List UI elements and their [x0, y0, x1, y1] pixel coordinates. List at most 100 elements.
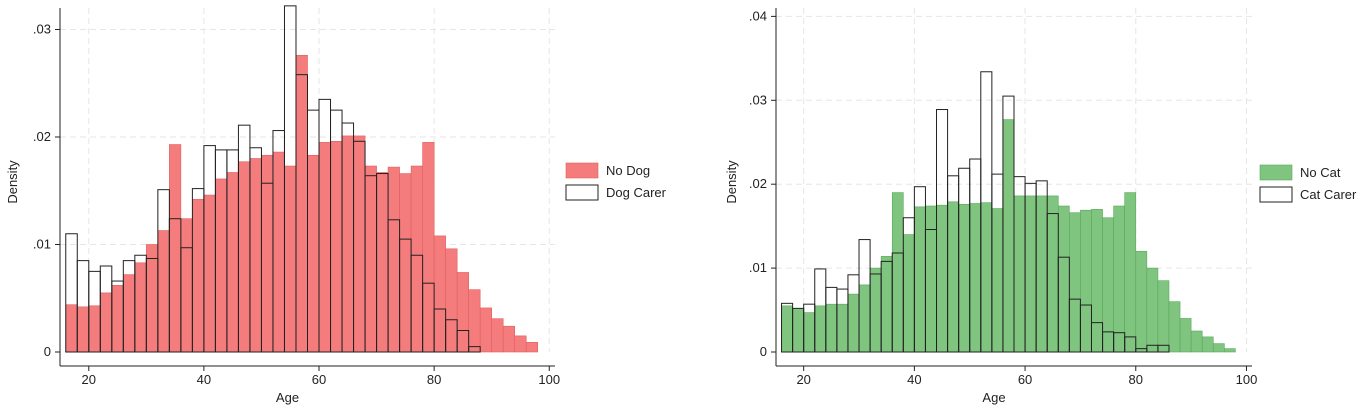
x-tick-label: 40	[197, 372, 211, 387]
histogram-bar	[1179, 318, 1192, 353]
histogram-bar	[399, 173, 412, 353]
legend-swatch	[1259, 186, 1293, 203]
histogram-bar	[825, 303, 838, 353]
histogram-bar	[1224, 348, 1236, 353]
histogram-bar	[295, 54, 308, 353]
histogram-bar	[88, 305, 101, 353]
histogram-bar	[99, 292, 113, 353]
histogram-bar	[969, 203, 982, 353]
x-tick-label: 80	[427, 372, 441, 387]
y-axis-title: Density	[724, 160, 739, 204]
histogram-bar	[376, 172, 389, 353]
y-tick-label: 0	[760, 344, 767, 359]
series-cat-carer	[781, 71, 1170, 353]
y-tick-label: .03	[33, 22, 51, 37]
histogram-bar	[525, 342, 539, 353]
histogram-bar	[1091, 209, 1103, 353]
histogram-bar	[387, 166, 400, 353]
x-tick-label: 20	[82, 372, 96, 387]
histogram-bar	[869, 267, 882, 353]
histogram-bar	[925, 205, 937, 353]
histogram-bar	[169, 144, 182, 353]
histogram-bar	[422, 142, 435, 353]
legend-label: No Cat	[1300, 165, 1341, 180]
x-tick-label: 100	[538, 372, 560, 387]
histogram-bar	[936, 204, 948, 353]
histogram-bar	[65, 304, 78, 353]
histogram-bar	[318, 142, 331, 353]
histogram-bar	[502, 325, 516, 353]
histogram-bar	[1057, 205, 1070, 353]
histogram-bar	[410, 165, 423, 353]
y-tick-label: .03	[749, 92, 767, 107]
histogram-bar	[958, 204, 971, 353]
y-axis-title: Density	[5, 160, 20, 204]
chart-panel-2: 0 .01 .02 .03 .04 20 40 60 80 100 Age Density No Cat…	[724, 8, 1357, 405]
histogram-bar	[1013, 195, 1026, 353]
histogram-bar	[1157, 344, 1170, 353]
histogram-bar	[261, 154, 274, 353]
histogram-bar	[891, 192, 904, 353]
legend-label: Dog Carer	[606, 185, 667, 200]
histogram-bar	[364, 165, 377, 353]
legend: No Cat Cat Carer	[1259, 164, 1357, 203]
histogram-bar	[1201, 336, 1214, 353]
histogram-bar	[445, 248, 458, 353]
histogram-bar	[914, 206, 926, 353]
y-tick-label: .01	[749, 260, 767, 275]
histogram-bar	[1157, 280, 1170, 353]
histogram-bar	[1069, 212, 1081, 353]
histogram-bar	[341, 135, 354, 353]
x-tick-label: 80	[1129, 372, 1143, 387]
histogram-bar	[1212, 343, 1225, 353]
histogram-bar	[1080, 209, 1092, 353]
legend-swatch	[565, 184, 599, 201]
chart-panel-1: 0 .01 .02 .03 20 40 60 80 100 Age Density No Dog Dog…	[5, 5, 667, 405]
legend-label: Cat Carer	[1300, 187, 1357, 202]
histogram-bar	[468, 346, 481, 353]
histogram-bar	[880, 256, 893, 353]
histogram-bar	[1146, 267, 1159, 353]
histogram-bar	[858, 284, 871, 353]
legend-label: No Dog	[606, 163, 650, 178]
y-tick-label: .02	[749, 176, 767, 191]
histogram-bar	[157, 230, 170, 353]
series-dog-carer	[65, 5, 481, 353]
x-tick-label: 40	[907, 372, 921, 387]
series-no-dog	[65, 54, 539, 353]
histogram-bar	[134, 262, 147, 353]
histogram-bar	[203, 194, 216, 353]
histogram-bar	[1124, 192, 1137, 353]
histogram-bar	[980, 202, 993, 353]
histogram-bar	[1135, 251, 1148, 353]
histogram-bar	[123, 274, 136, 353]
histogram-bar	[272, 151, 285, 353]
histogram-bar	[1002, 119, 1015, 353]
histogram-bar	[1124, 336, 1137, 353]
x-axis-title: Age	[982, 390, 1005, 405]
histogram-bar	[991, 208, 1004, 353]
histogram-bar	[1190, 330, 1203, 353]
histogram-bar	[781, 305, 793, 353]
series-no-cat	[781, 119, 1236, 353]
x-axis-title: Age	[276, 390, 299, 405]
histogram-bar	[814, 305, 827, 353]
histogram-bar	[803, 312, 816, 353]
histogram-bar	[1035, 195, 1048, 353]
legend-swatch	[565, 162, 599, 179]
histogram-bar	[330, 141, 343, 353]
histogram-bar	[836, 303, 849, 353]
histogram-bar	[903, 234, 915, 353]
histogram-bar	[215, 178, 228, 353]
histogram-bar	[947, 201, 959, 353]
histogram-bar	[307, 154, 320, 353]
histogram-bar	[433, 235, 446, 353]
histogram-bar	[456, 272, 469, 353]
y-tick-label: .02	[33, 129, 51, 144]
legend-swatch	[1259, 164, 1293, 181]
histogram-bar	[1168, 301, 1181, 353]
y-tick-label: 0	[44, 344, 51, 359]
histogram-bar	[1024, 195, 1037, 353]
histogram-bar	[192, 199, 205, 353]
